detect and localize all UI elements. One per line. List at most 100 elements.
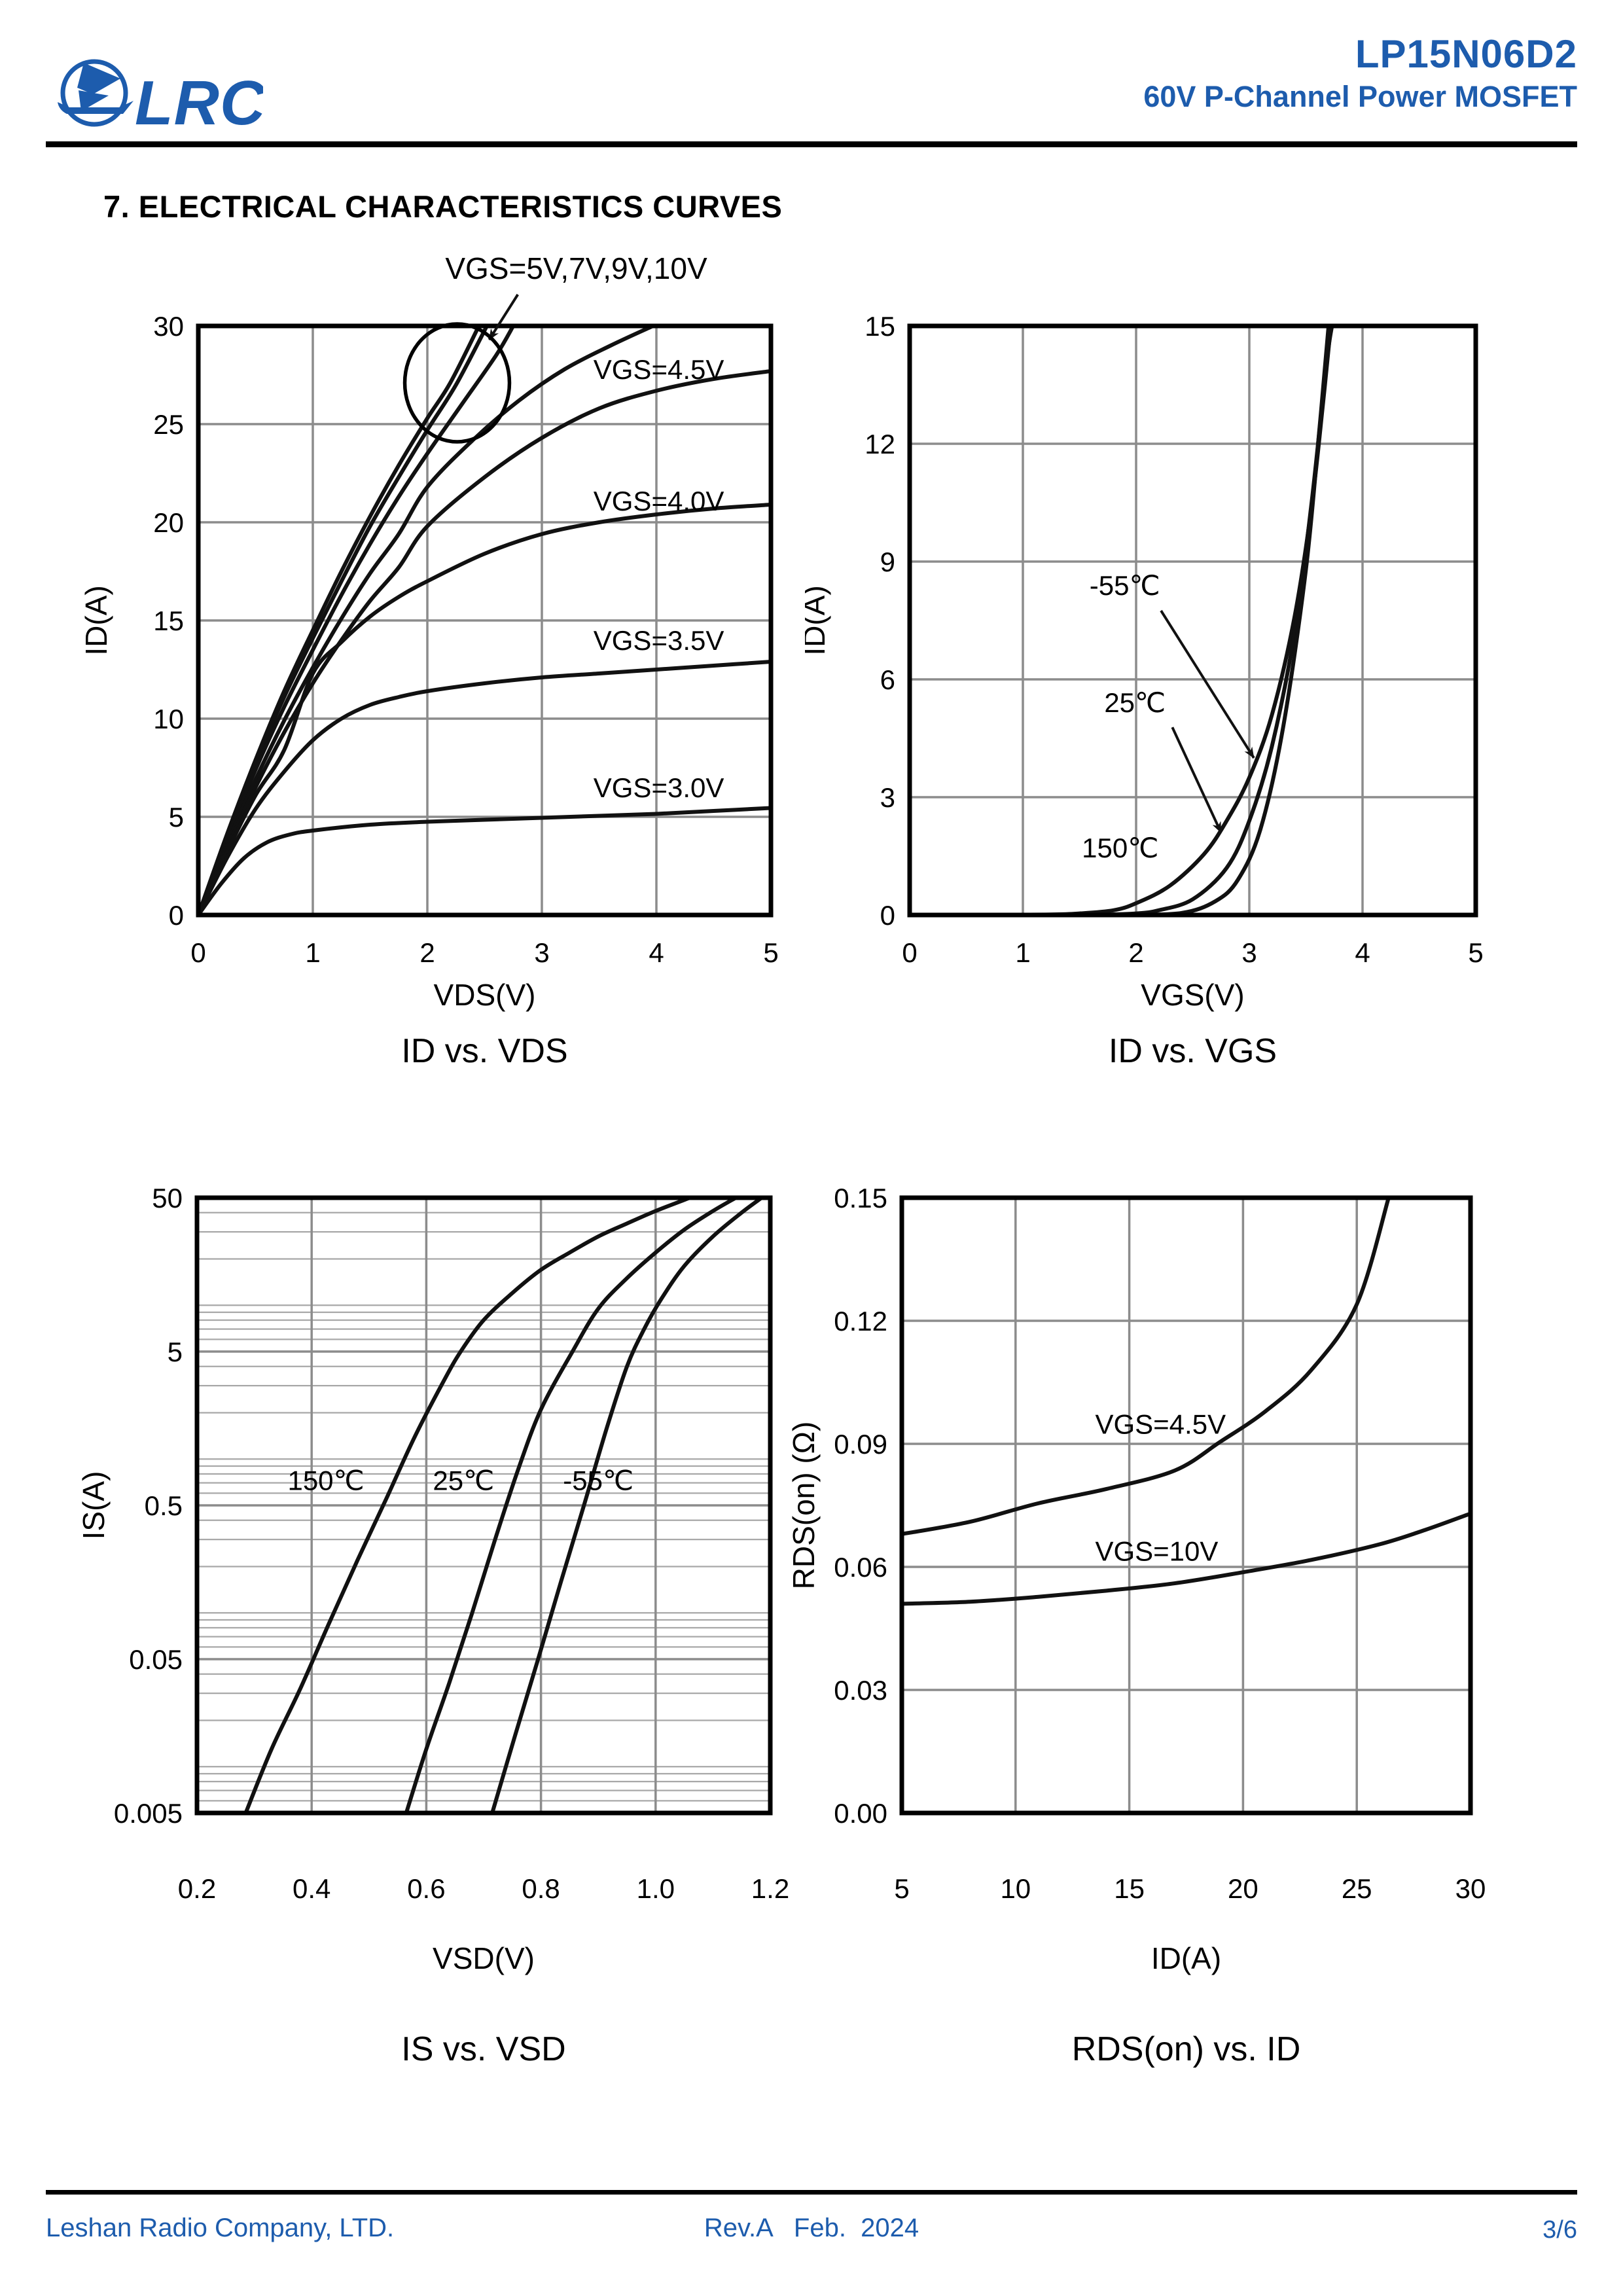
x-tick-label: 10	[1000, 1873, 1031, 1904]
curve-label: 150℃	[287, 1465, 364, 1496]
y-tick-label: 25	[153, 409, 184, 440]
y-tick-label: 0	[169, 900, 184, 931]
x-tick-label: 0.8	[522, 1873, 560, 1904]
y-tick-label: 6	[880, 664, 895, 695]
curve-label: VGS=4.5V	[1095, 1408, 1226, 1439]
footer-rule	[46, 2190, 1577, 2195]
x-tick-label: 15	[1114, 1873, 1145, 1904]
x-tick-label: 0.2	[178, 1873, 216, 1904]
x-tick-label: 30	[1455, 1873, 1486, 1904]
data-series	[930, 326, 1334, 915]
y-axis-label: ID(A)	[805, 585, 831, 655]
series-150-	[243, 1198, 692, 1813]
x-axis-label: VGS(V)	[1141, 978, 1244, 1012]
annotation-arrow	[488, 293, 519, 341]
y-axis-label: RDS(on) (Ω)	[787, 1422, 821, 1590]
y-tick-label: 0.05	[129, 1644, 183, 1675]
x-tick-label: 3	[1241, 937, 1257, 968]
y-tick-label: 10	[153, 704, 184, 734]
data-series	[902, 1198, 1471, 1606]
y-tick-label: 15	[153, 605, 184, 636]
plot-border	[194, 1195, 773, 1816]
x-tick-label: 25	[1342, 1873, 1372, 1904]
tick-labels: 0 1 2 3 4 5 0 5 10 15 20 25 30	[153, 311, 778, 968]
tick-labels: 0.2 0.4 0.6 0.8 1.0 1.2 50 5 0.5 0.05 0.005	[114, 1183, 789, 1904]
annotation-arrow	[1171, 726, 1222, 833]
chart-title: RDS(on) vs. ID	[1072, 2030, 1301, 2068]
annotation-circle	[402, 322, 512, 444]
section-heading: 7. ELECTRICAL CHARACTERISTICS CURVES	[103, 189, 783, 224]
y-tick-label: 0.09	[834, 1429, 887, 1460]
chart-is-vs-vsd: 0.2 0.4 0.6 0.8 1.0 1.2 50 5 0.5 0.05 0.005 VSD(V) I…	[77, 1183, 789, 2068]
x-tick-label: 0.6	[407, 1873, 445, 1904]
curve-label: VGS=10V	[1095, 1536, 1218, 1567]
footer-revision: Rev.A Feb. 2024	[704, 2214, 919, 2242]
y-tick-label: 0.06	[834, 1552, 887, 1583]
tick-labels: 5 10 15 20 25 30 0.00 0.03 0.06 0.09 0.12 0.15	[834, 1183, 1486, 1904]
series-vgs-4.5v	[902, 1198, 1391, 1536]
x-tick-label: 0	[190, 937, 205, 968]
x-tick-label: 0.4	[293, 1873, 330, 1904]
x-tick-label: 5	[1468, 937, 1483, 968]
x-tick-label: 5	[763, 937, 778, 968]
y-tick-label: 5	[168, 1336, 183, 1367]
annotation-text: VGS=5V,7V,9V,10V	[445, 251, 707, 285]
series-vgs-3.0v	[198, 806, 771, 915]
y-axis-label: ID(A)	[79, 585, 113, 655]
series-vgs-10v	[902, 1511, 1471, 1606]
y-tick-label: 0.005	[114, 1798, 183, 1829]
series--55-	[1122, 326, 1331, 915]
x-tick-label: 4	[1355, 937, 1370, 968]
series-vgs-7v	[198, 326, 516, 915]
grid-lines	[198, 326, 771, 915]
chart-id-vs-vds: 0 1 2 3 4 5 0 5 10 15 20 25 30 VDS(V) ID(A) ID vs. VDS V…	[79, 251, 779, 1070]
x-tick-label: 2	[419, 937, 435, 968]
lrc-logo-emblem-icon	[58, 59, 134, 127]
x-tick-label: 1	[1015, 937, 1030, 968]
device-subtitle: 60V P-Channel Power MOSFET	[1143, 80, 1577, 113]
y-tick-label: 0.12	[834, 1306, 887, 1336]
footer-page-indicator: 3/6	[1543, 2216, 1577, 2244]
grid-lines	[902, 1198, 1471, 1813]
grid-lines	[910, 326, 1476, 915]
y-tick-label: 15	[865, 311, 895, 342]
y-tick-label: 50	[152, 1183, 183, 1213]
y-tick-label: 30	[153, 311, 184, 342]
x-axis-label: VDS(V)	[434, 978, 536, 1012]
x-axis-label: ID(A)	[1151, 1941, 1221, 1975]
x-tick-label: 1.0	[637, 1873, 675, 1904]
data-series	[198, 326, 771, 915]
plot-border	[907, 323, 1478, 918]
y-tick-label: 0.15	[834, 1183, 887, 1213]
plot-border	[899, 1195, 1473, 1816]
y-tick-label: 5	[169, 802, 184, 833]
curve-label: VGS=3.5V	[594, 625, 724, 656]
curve-label: -55℃	[563, 1465, 633, 1496]
y-tick-label: 3	[880, 782, 895, 813]
data-series	[243, 1198, 764, 1813]
annotation-arrow	[1160, 609, 1255, 759]
lrc-logo-text: LRC	[135, 68, 263, 135]
part-number: LP15N06D2	[1355, 32, 1577, 76]
chart-rdson-vs-id: 5 10 15 20 25 30 0.00 0.03 0.06 0.09 0.12 0.15 ID(A)…	[787, 1183, 1486, 2068]
curve-label: 25℃	[1104, 687, 1166, 718]
curve-label: VGS=4.5V	[594, 354, 724, 385]
y-tick-label: 9	[880, 547, 895, 577]
y-tick-label: 20	[153, 507, 184, 538]
y-axis-label: IS(A)	[77, 1471, 111, 1540]
chart-title: ID vs. VDS	[401, 1032, 567, 1070]
series-150-	[930, 326, 1333, 915]
x-axis-label: VSD(V)	[433, 1941, 535, 1975]
chart-title: ID vs. VGS	[1109, 1032, 1277, 1070]
x-tick-label: 4	[649, 937, 664, 968]
series-25-	[1088, 326, 1334, 915]
series-vgs-3.5v	[198, 660, 771, 915]
x-tick-label: 2	[1128, 937, 1143, 968]
curve-label: -55℃	[1090, 570, 1160, 601]
x-tick-label: 0	[902, 937, 917, 968]
x-tick-label: 3	[534, 937, 549, 968]
curve-label: 25℃	[433, 1465, 494, 1496]
